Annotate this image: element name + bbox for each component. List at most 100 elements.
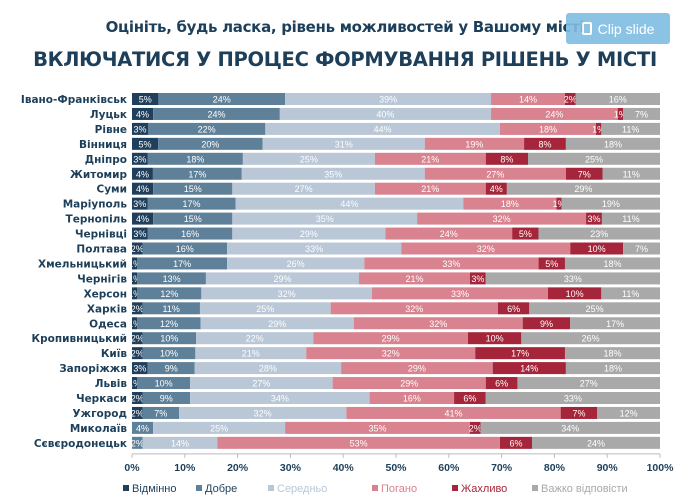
- bar-segment: [359, 272, 470, 285]
- bar-segment: [147, 227, 233, 240]
- bar-segment: [142, 347, 196, 360]
- x-tick-label: 50%: [385, 462, 407, 474]
- bar-segment: [424, 137, 525, 150]
- bar-segment: [132, 436, 143, 449]
- data-label: 25%: [210, 423, 228, 433]
- bar-segment: [137, 287, 202, 300]
- bar-segment: [570, 242, 624, 255]
- bar-segment: [374, 182, 486, 195]
- category-label: Тернопіль: [66, 214, 128, 226]
- bar-segment: [265, 122, 500, 135]
- clip-slide-button[interactable]: Clip slide: [566, 13, 670, 44]
- bar-segment: [190, 377, 333, 390]
- bar-segment: [623, 242, 660, 255]
- data-label: 5%: [139, 139, 152, 149]
- bar-segment: [475, 347, 565, 360]
- bar-segment: [548, 287, 602, 300]
- data-label: 3%: [133, 199, 146, 209]
- bar-segment: [195, 347, 307, 360]
- data-label: 32%: [278, 289, 296, 299]
- category-label: Чернігів: [77, 273, 127, 285]
- legend-swatch: [123, 485, 129, 491]
- data-label: 16%: [181, 229, 199, 239]
- legend-label: Жахливо: [461, 483, 507, 495]
- data-label: 39%: [379, 95, 397, 105]
- bar-segment: [369, 392, 455, 404]
- data-label: 31%: [335, 139, 353, 149]
- data-label: 33%: [564, 274, 582, 284]
- data-label: 1%: [553, 199, 566, 209]
- bar-segment: [491, 93, 565, 105]
- bar-segment: [506, 182, 660, 195]
- data-label: 13%: [163, 274, 181, 284]
- x-tick-label: 80%: [544, 462, 566, 474]
- data-label: 16%: [609, 95, 627, 105]
- data-label: 18%: [604, 139, 622, 149]
- bar-segment: [132, 332, 143, 345]
- bar-segment: [199, 302, 331, 315]
- bar-segment: [565, 137, 660, 150]
- data-label: 27%: [295, 184, 313, 194]
- bar-segment: [313, 332, 468, 345]
- data-label: 20%: [201, 139, 219, 149]
- bar-segment: [132, 137, 159, 150]
- bar-segment: [153, 421, 286, 434]
- bar-segment: [512, 227, 539, 240]
- data-label: 2%: [131, 304, 144, 314]
- bar-segment: [200, 317, 354, 330]
- bar-segment: [153, 107, 280, 120]
- data-label: 29%: [300, 229, 318, 239]
- bar-segment: [241, 167, 425, 180]
- data-label: 21%: [421, 154, 439, 164]
- data-label: 11%: [623, 169, 640, 179]
- data-label: 23%: [590, 229, 608, 239]
- data-label: 35%: [324, 169, 342, 179]
- data-label: 22%: [246, 334, 264, 344]
- data-label: 10%: [566, 289, 584, 299]
- data-label: 34%: [271, 394, 289, 404]
- x-tick-label: 20%: [227, 462, 249, 474]
- bar-segment: [262, 137, 425, 150]
- bar-segment: [341, 362, 493, 375]
- data-label: 4%: [490, 184, 503, 194]
- data-label: 26%: [582, 334, 600, 344]
- data-label: 18%: [604, 364, 622, 374]
- bar-segment: [132, 152, 148, 165]
- data-label: 14%: [171, 438, 189, 448]
- bar-segment: [597, 406, 660, 419]
- data-label: 10%: [486, 334, 504, 344]
- data-label: 4%: [136, 109, 149, 119]
- bar-segment: [205, 272, 360, 285]
- data-label: 6%: [507, 304, 520, 314]
- data-label: 29%: [273, 274, 291, 284]
- bar-segment: [306, 347, 476, 360]
- bar-segment: [142, 302, 200, 315]
- bar-segment: [190, 392, 370, 404]
- bar-segment: [142, 242, 228, 255]
- bar-segment: [529, 302, 660, 315]
- category-label: Дніпро: [85, 154, 127, 166]
- bar-segment: [132, 197, 148, 210]
- bar-segment: [564, 347, 660, 360]
- data-label: 44%: [340, 199, 358, 209]
- x-tick-label: 10%: [174, 462, 196, 474]
- data-label: 53%: [350, 438, 368, 448]
- data-label: 3%: [133, 154, 146, 164]
- category-label: Луцьк: [90, 109, 127, 121]
- data-label: 26%: [287, 259, 305, 269]
- data-label: 3%: [133, 124, 146, 134]
- data-label: 24%: [587, 438, 605, 448]
- bar-segment: [522, 317, 571, 330]
- bar-segment: [232, 212, 418, 225]
- category-label: Львів: [95, 378, 128, 390]
- data-label: 2%: [131, 394, 144, 404]
- legend-swatch: [196, 485, 202, 491]
- data-label: 18%: [501, 199, 519, 209]
- bar-segment: [401, 242, 571, 255]
- bar-segment: [374, 152, 486, 165]
- bar-segment: [346, 406, 561, 419]
- category-label: Сєвєродонецьк: [34, 438, 127, 450]
- data-label: 21%: [242, 349, 260, 359]
- data-label: 17%: [606, 319, 624, 329]
- data-label: 33%: [305, 244, 323, 254]
